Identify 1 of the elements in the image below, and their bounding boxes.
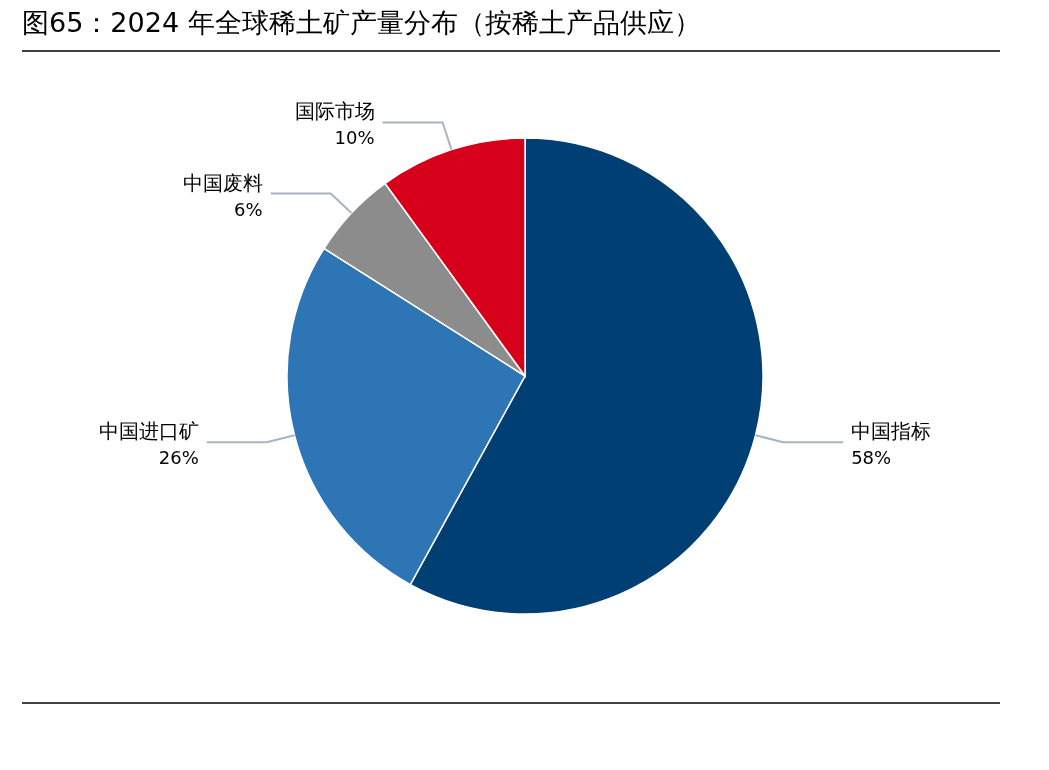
chart-title: 图65：2024 年全球稀土矿产量分布（按稀土产品供应）: [22, 7, 701, 38]
